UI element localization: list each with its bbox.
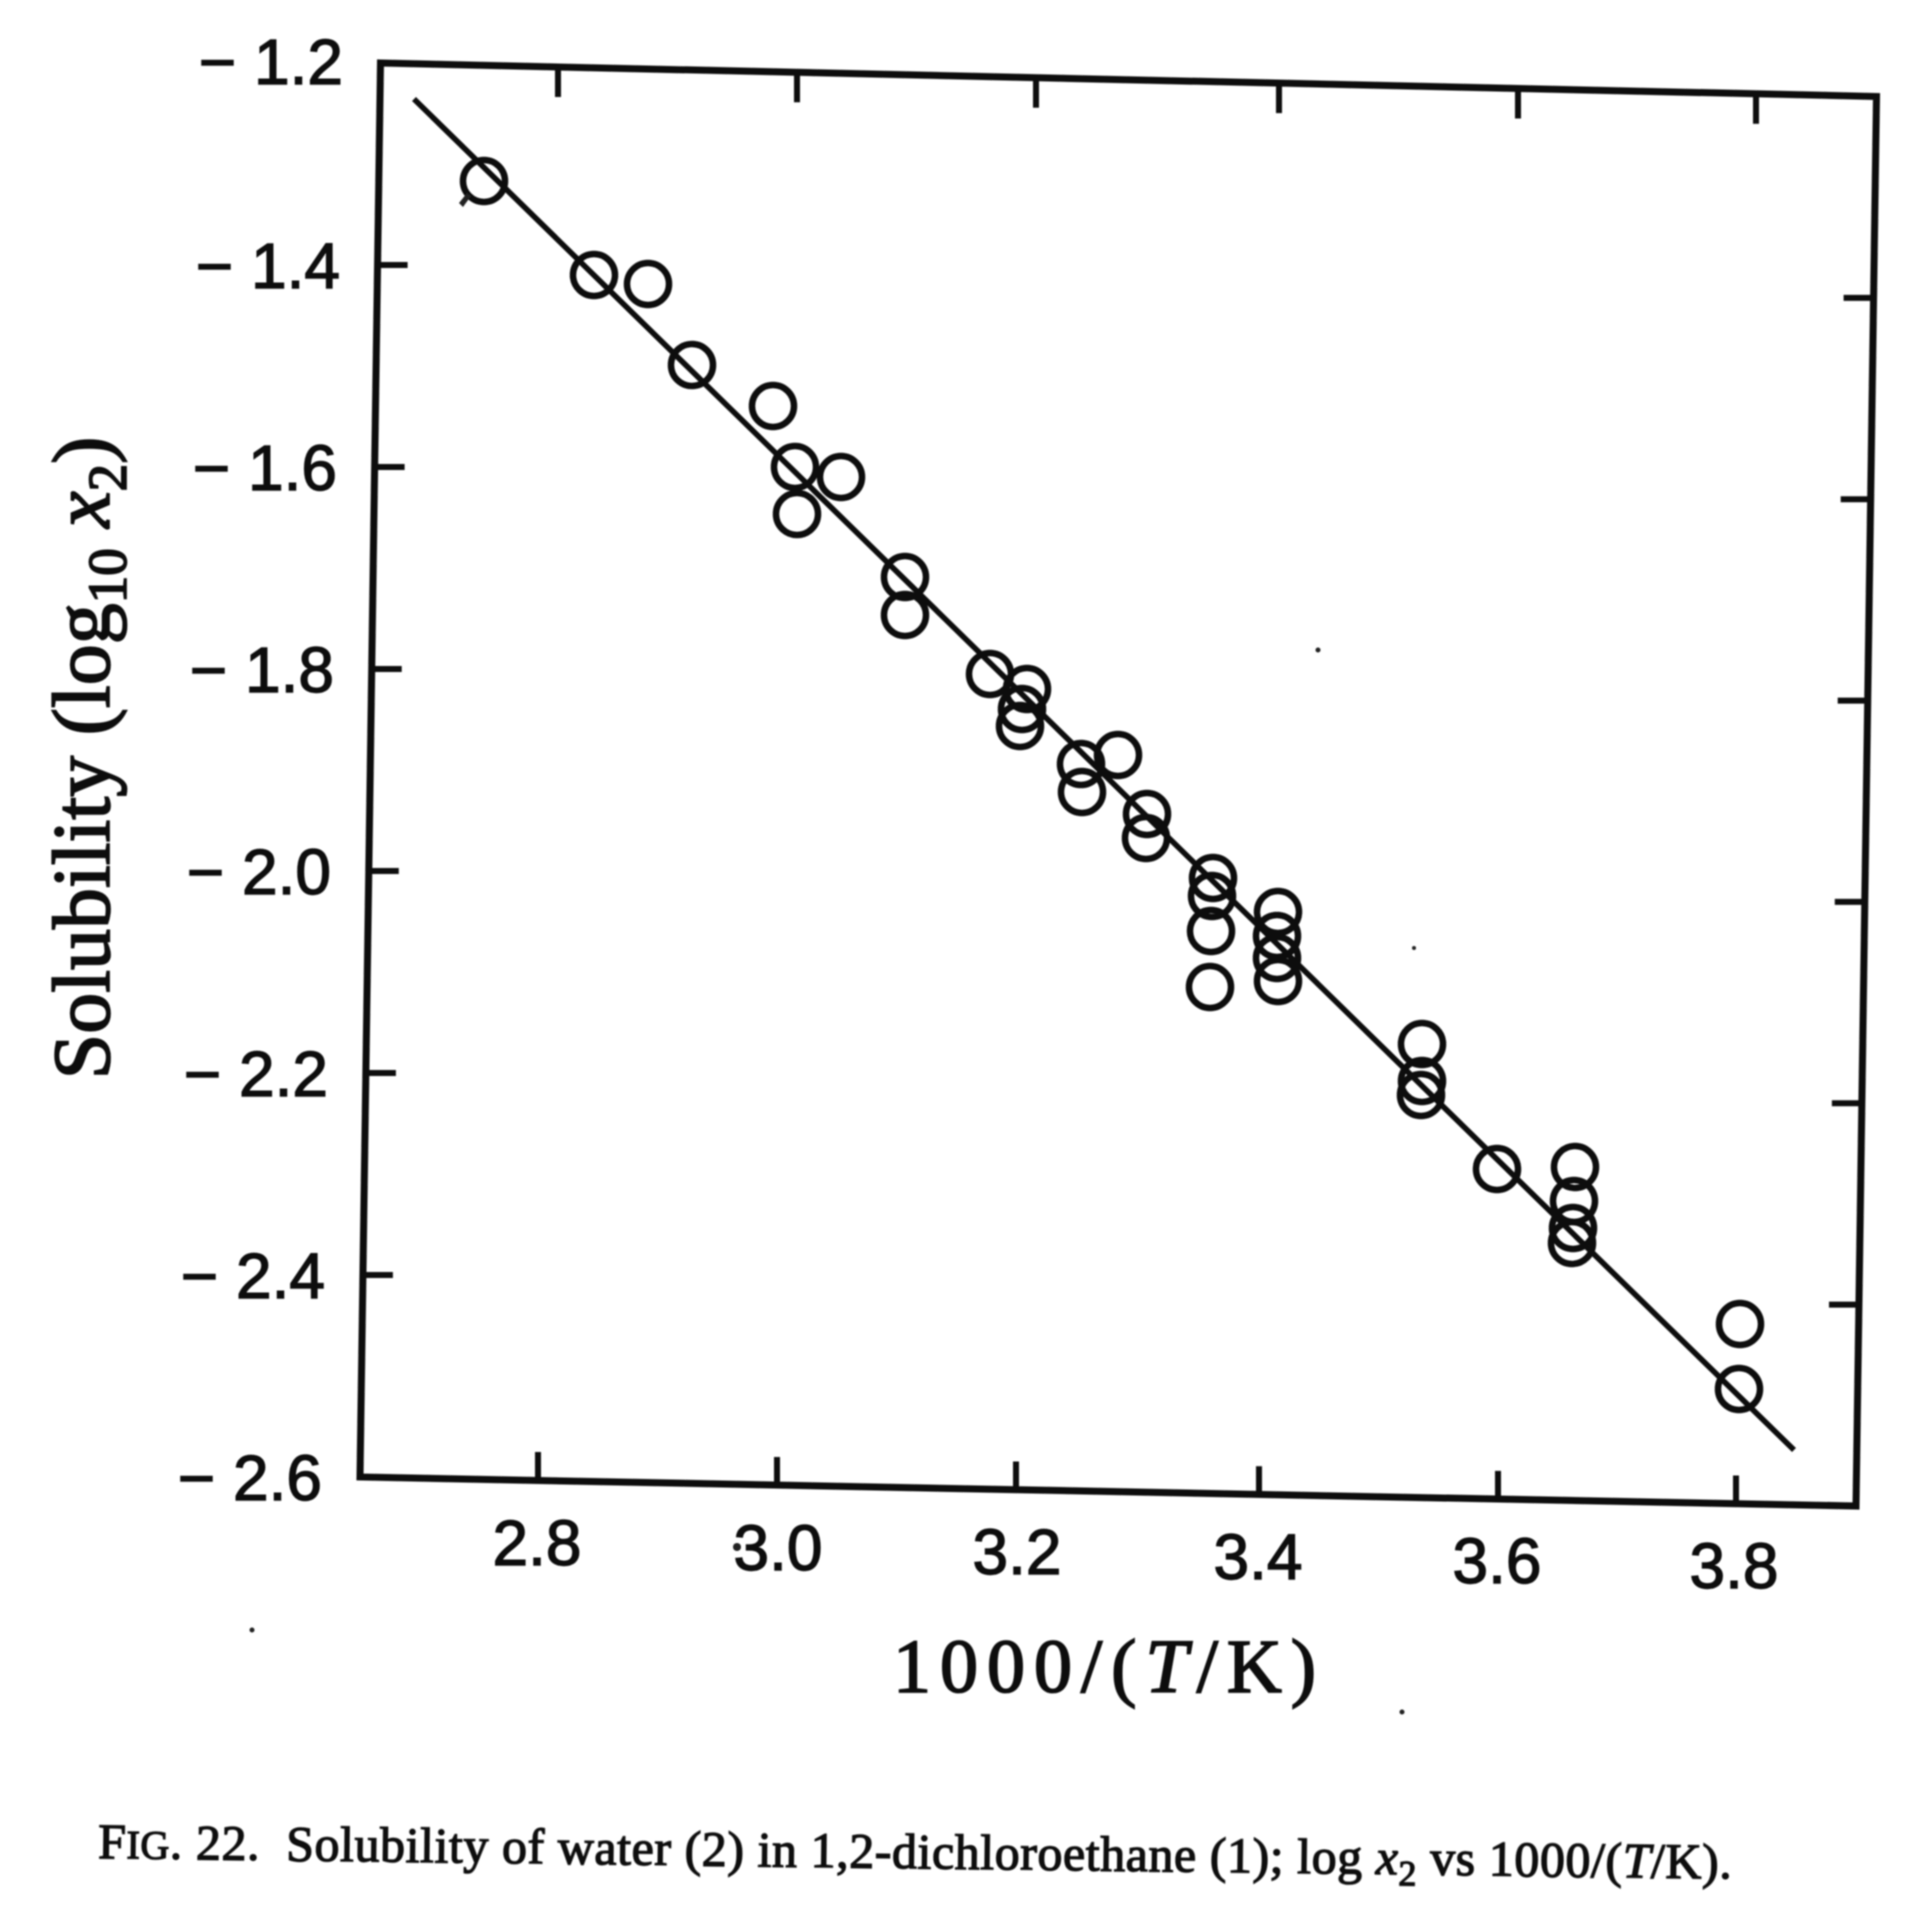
svg-text:− 1.8: − 1.8 (190, 634, 334, 706)
svg-text:− 2.2: − 2.2 (184, 1038, 328, 1110)
svg-text:− 2.4: − 2.4 (181, 1240, 325, 1312)
svg-text:1000/(T/K): 1000/(T/K) (893, 1625, 1325, 1709)
svg-text:2.8: 2.8 (493, 1507, 582, 1579)
svg-text:− 2.6: − 2.6 (178, 1442, 322, 1514)
svg-text:3.4: 3.4 (1214, 1521, 1303, 1593)
svg-text:3.6: 3.6 (1453, 1525, 1542, 1597)
svg-text:3.0: 3.0 (734, 1512, 823, 1584)
svg-text:3.8: 3.8 (1690, 1530, 1779, 1602)
svg-text:Solubility (log10 x2): Solubility (log10 x2) (36, 437, 138, 1080)
svg-text:− 2.0: − 2.0 (187, 836, 331, 908)
svg-text:− 1.6: − 1.6 (193, 432, 337, 504)
svg-text:− 1.2: − 1.2 (199, 26, 343, 98)
svg-text:3.2: 3.2 (973, 1516, 1062, 1588)
svg-text:− 1.4: − 1.4 (196, 230, 340, 302)
